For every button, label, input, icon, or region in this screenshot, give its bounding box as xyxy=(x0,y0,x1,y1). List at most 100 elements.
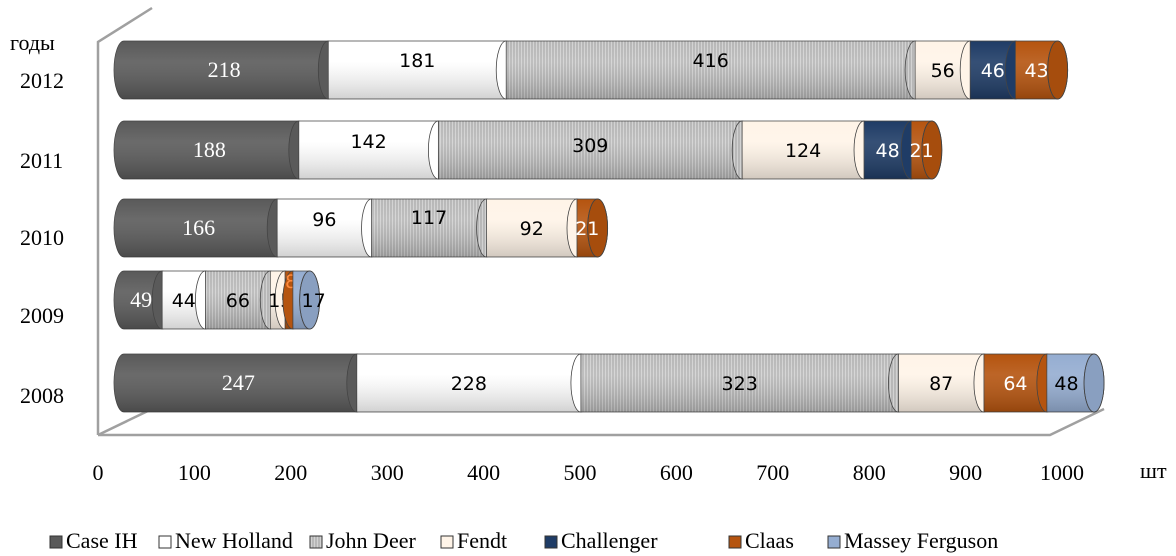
bar-segment-claas-2010: 21 xyxy=(575,198,609,258)
data-label: 44 xyxy=(172,290,196,312)
data-label: 309 xyxy=(572,135,608,157)
bar-segment-fendt-2011: 124 xyxy=(741,120,875,180)
data-label: 21 xyxy=(575,218,599,240)
bar-segment-new-holland-2010: 96 xyxy=(276,198,382,258)
y-axis-label: годы xyxy=(10,30,55,55)
bar-segment-claas-2008: 64 xyxy=(983,353,1058,413)
data-label: 188 xyxy=(193,137,226,162)
bar-segment-case-ih-2010: 166 xyxy=(113,198,288,258)
data-label: 21 xyxy=(909,140,933,162)
bar-segment-fendt-2008: 87 xyxy=(898,353,995,413)
y-tick-label: 2012 xyxy=(20,68,64,93)
x-tick-label: 300 xyxy=(371,460,404,485)
legend-item-challenger: Challenger xyxy=(544,528,658,553)
legend-swatch xyxy=(49,535,63,549)
data-label: 228 xyxy=(451,373,487,395)
y-tick-label: 2010 xyxy=(20,225,64,250)
bar-segment-new-holland-2011: 142 xyxy=(298,120,449,180)
data-label: 92 xyxy=(520,218,544,240)
data-label: 66 xyxy=(226,290,250,312)
legend-label: John Deer xyxy=(326,528,416,553)
legend: Case IH New Holland John Deer Fendt Challeng… xyxy=(49,528,998,553)
data-label: 96 xyxy=(312,209,336,231)
bar-row-2012: 218 181 416 56 46 43 xyxy=(113,40,1069,100)
data-label: 218 xyxy=(208,57,241,82)
x-tick-label: 0 xyxy=(93,460,104,485)
x-tick-label: 900 xyxy=(949,460,982,485)
x-tick-label: 100 xyxy=(178,460,211,485)
data-label: 64 xyxy=(1003,373,1027,395)
legend-item-case-ih: Case IH xyxy=(49,528,138,553)
legend-swatch xyxy=(158,535,172,549)
data-label: 416 xyxy=(693,50,729,72)
bar-segment-john-deer-2011: 309 xyxy=(437,120,753,180)
data-label: 181 xyxy=(399,50,435,72)
bar-segment-case-ih-2008: 247 xyxy=(113,353,368,413)
bar-segment-new-holland-2009: 44 xyxy=(161,270,216,330)
legend-item-new-holland: New Holland xyxy=(158,528,293,553)
bar-segment-new-holland-2008: 228 xyxy=(356,353,592,413)
x-tick-label: 500 xyxy=(564,460,597,485)
bar-row-2011: 188 142 309 124 48 21 xyxy=(113,120,943,180)
x-axis-label: шт xyxy=(1140,458,1167,483)
data-label: 166 xyxy=(182,215,215,240)
data-label: 56 xyxy=(931,60,955,82)
x-tick-label: 700 xyxy=(756,460,789,485)
legend-label: Claas xyxy=(745,528,794,553)
axis-frame xyxy=(96,6,1105,437)
legend-swatch xyxy=(544,535,558,549)
y-tick-labels: 2008 2009 2010 2011 2012 xyxy=(20,68,64,408)
bar-segment-claas-2012: 43 xyxy=(1015,40,1069,100)
data-label: 117 xyxy=(411,207,447,229)
legend-swatch xyxy=(827,535,841,549)
legend-label: Fendt xyxy=(457,528,507,553)
data-label: 17 xyxy=(302,290,326,312)
bar-row-2010: 166 96 117 92 21 xyxy=(113,198,609,258)
bar-segment-fendt-2010: 92 xyxy=(486,198,588,258)
bar-segment-case-ih-2012: 218 xyxy=(113,40,339,100)
data-label: 43 xyxy=(1024,60,1048,82)
legend-swatch xyxy=(728,535,742,549)
data-label: 124 xyxy=(785,140,821,162)
legend-item-john-deer: John Deer xyxy=(309,528,416,553)
bar-segment-new-holland-2012: 181 xyxy=(327,40,517,100)
legend-item-fendt: Fendt xyxy=(440,528,507,553)
bar-row-2008: 247 228 323 87 64 48 xyxy=(113,353,1105,413)
x-tick-label: 200 xyxy=(274,460,307,485)
legend-item-massey-ferguson: Massey Ferguson xyxy=(827,528,998,553)
data-label: 247 xyxy=(222,370,255,395)
legend-swatch xyxy=(309,535,323,549)
data-label: 48 xyxy=(876,140,900,162)
data-label: 46 xyxy=(981,60,1005,82)
x-tick-label: 1000 xyxy=(1040,460,1084,485)
data-label: 48 xyxy=(1054,373,1078,395)
x-tick-label: 600 xyxy=(660,460,693,485)
x-tick-label: 400 xyxy=(467,460,500,485)
legend-label: Massey Ferguson xyxy=(844,528,998,553)
bar-segment-claas-2011: 21 xyxy=(909,120,943,180)
data-label: 142 xyxy=(350,131,386,153)
data-label: 87 xyxy=(929,373,953,395)
legend-label: New Holland xyxy=(175,528,293,553)
floor-edge xyxy=(98,407,1105,437)
legend-label: Case IH xyxy=(66,528,138,553)
bar-segment-john-deer-2008: 323 xyxy=(580,353,909,413)
y-tick-label: 2008 xyxy=(20,383,64,408)
bar-segment-case-ih-2011: 188 xyxy=(113,120,310,180)
legend-label: Challenger xyxy=(561,528,658,553)
bar-segment-massey-ferguson-2008: 48 xyxy=(1046,353,1105,413)
bar-segment-massey-ferguson-2009: 17 xyxy=(292,270,326,330)
x-tick-label: 800 xyxy=(853,460,886,485)
y-tick-label: 2009 xyxy=(20,303,64,328)
legend-swatch xyxy=(440,535,454,549)
data-label: 49 xyxy=(130,287,152,312)
x-tick-labels: 0 100 200 300 400 500 600 700 800 900 1000 xyxy=(93,460,1085,485)
back-wall-edge xyxy=(96,6,153,435)
legend-item-claas: Claas xyxy=(728,528,794,553)
floor-back-edge xyxy=(97,407,153,437)
y-tick-label: 2011 xyxy=(20,148,63,173)
bar-segment-john-deer-2012: 416 xyxy=(505,40,926,100)
